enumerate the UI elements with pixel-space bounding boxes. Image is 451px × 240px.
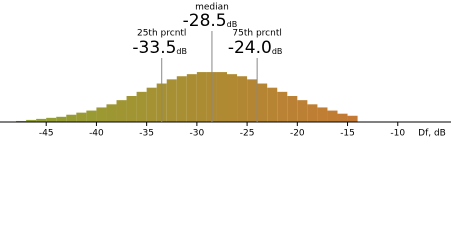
x-tick-label: -35 bbox=[139, 129, 154, 139]
histogram-bar bbox=[16, 120, 27, 122]
marker-value: -24.0dB bbox=[228, 38, 283, 58]
histogram-bar bbox=[277, 91, 288, 122]
histogram-bar bbox=[126, 96, 137, 122]
histogram-bar bbox=[267, 87, 278, 122]
marker-value: -33.5dB bbox=[132, 38, 187, 58]
marker-value: -28.5dB bbox=[183, 11, 238, 31]
histogram-bar bbox=[237, 76, 248, 122]
histogram-bar bbox=[196, 72, 207, 122]
marker-unit: dB bbox=[176, 47, 187, 56]
histogram-bar bbox=[216, 72, 228, 122]
x-axis-label: Df, dB bbox=[418, 129, 446, 139]
histogram-bar bbox=[327, 110, 338, 122]
histogram-bar bbox=[46, 117, 57, 122]
marker-name: 25th prcntl bbox=[137, 29, 186, 39]
marker-name: 75th prcntl bbox=[232, 29, 281, 39]
marker-value-number: -24.0 bbox=[228, 38, 272, 58]
histogram-bar bbox=[297, 100, 308, 122]
histogram-bar bbox=[146, 87, 157, 122]
histogram-bar bbox=[176, 76, 187, 122]
histogram-bar bbox=[56, 116, 67, 122]
x-tick-label: -10 bbox=[390, 129, 405, 139]
histogram-bar bbox=[136, 91, 147, 122]
histogram-bar bbox=[337, 113, 348, 122]
histogram-bar bbox=[247, 79, 258, 122]
marker-unit: dB bbox=[272, 47, 283, 56]
histogram-bar bbox=[96, 107, 107, 122]
histogram-bar bbox=[116, 100, 127, 122]
chart: -45 -40 -35 -30 -25 -20 -15 -10 Df, dB 25th prcnt… bbox=[0, 3, 451, 139]
histogram-bar bbox=[86, 110, 97, 122]
histogram-bar bbox=[186, 74, 197, 122]
histogram-bar bbox=[317, 107, 328, 122]
histogram-bar bbox=[227, 74, 238, 122]
histogram-bar bbox=[26, 119, 37, 122]
marker-name: median bbox=[195, 3, 229, 13]
histogram-bar bbox=[166, 79, 177, 122]
histogram-bar bbox=[347, 115, 358, 122]
x-tick-label: -40 bbox=[89, 129, 104, 139]
x-tick-label: -45 bbox=[39, 129, 54, 139]
histogram-bar bbox=[307, 104, 318, 122]
marker-unit: dB bbox=[227, 20, 238, 29]
histogram-bar bbox=[36, 118, 47, 122]
histogram-bar bbox=[257, 83, 268, 122]
histogram-bar bbox=[76, 112, 87, 122]
marker-value-number: -28.5 bbox=[183, 11, 227, 31]
histogram-bar bbox=[66, 114, 77, 122]
x-tick-label: -15 bbox=[340, 129, 355, 139]
x-tick-label: -20 bbox=[290, 129, 305, 139]
histogram-bar bbox=[287, 96, 298, 122]
x-tick-label: -30 bbox=[190, 129, 205, 139]
marker-value-number: -33.5 bbox=[132, 38, 176, 58]
histogram-bar bbox=[106, 104, 117, 122]
x-tick-label: -25 bbox=[240, 129, 255, 139]
